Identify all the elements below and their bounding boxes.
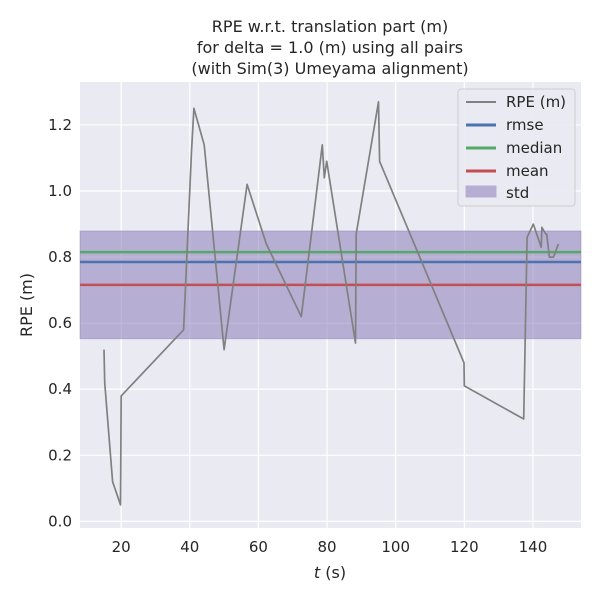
series-layer: [103, 100, 560, 506]
x-tick-label: 60: [249, 538, 268, 556]
y-tick-label: 1.2: [48, 116, 72, 134]
legend-label-std: std: [506, 184, 529, 202]
x-axis-label: t (s): [314, 563, 346, 582]
y-tick-label: 1.0: [48, 182, 72, 200]
chart-title-line-2: for delta = 1.0 (m) using all pairs: [197, 38, 463, 57]
rpe-series-line: [103, 100, 560, 506]
y-tick-label: 0.0: [48, 512, 72, 530]
legend-label-rpe: RPE (m): [506, 93, 566, 111]
x-tick-label: 20: [112, 538, 131, 556]
x-axis-label-var: t: [314, 563, 321, 582]
y-tick-label: 0.4: [48, 380, 72, 398]
legend-label-rmse: rmse: [506, 116, 544, 134]
tick-labels: 20 40 60 80 100 120 140 0.0 0.2 0.4 0.6 0.8 1.0 1.2: [48, 116, 547, 556]
y-tick-label: 0.2: [48, 446, 72, 464]
chart-title-line-3: (with Sim(3) Umeyama alignment): [191, 59, 468, 78]
x-axis-label-unit: (s): [325, 563, 346, 582]
x-tick-label: 80: [318, 538, 337, 556]
y-tick-label: 0.8: [48, 248, 72, 266]
legend-swatch-std: [465, 185, 497, 198]
legend-box: [457, 88, 576, 207]
legend-label-median: median: [506, 139, 562, 157]
y-tick-label: 0.6: [48, 314, 72, 332]
x-tick-label: 140: [519, 538, 548, 556]
stat-lines-layer: [80, 250, 581, 287]
x-tick-label: 120: [450, 538, 479, 556]
legend: RPE (m) rmse median mean std: [457, 88, 576, 207]
x-tick-label: 100: [381, 538, 410, 556]
legend-label-mean: mean: [506, 162, 549, 180]
y-axis-label: RPE (m): [17, 273, 36, 337]
x-tick-label: 40: [180, 538, 199, 556]
chart-title-line-1: RPE w.r.t. translation part (m): [212, 17, 448, 36]
